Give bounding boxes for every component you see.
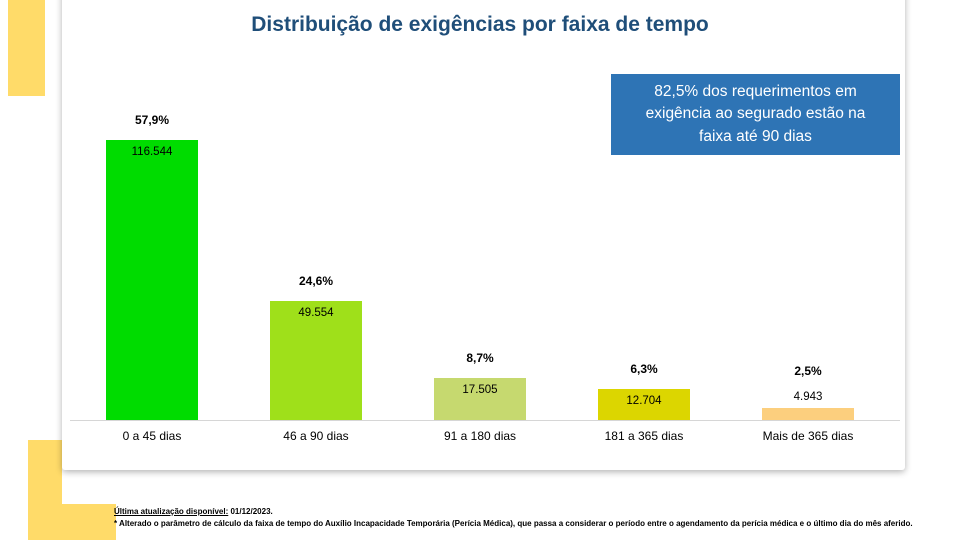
x-axis-category-labels: 0 a 45 dias 46 a 90 dias 91 a 180 dias 181 … <box>70 429 890 443</box>
value-label: 49.554 <box>298 307 334 319</box>
accent-shape-top-left <box>8 0 45 96</box>
bar-column: 57,9% 116.544 <box>70 90 234 420</box>
bar-column: 6,3% 12.704 <box>562 90 726 420</box>
bar: 17.505 <box>434 378 526 420</box>
bar: 49.554 <box>270 301 362 420</box>
last-update-label: Última atualização disponível: <box>114 507 229 516</box>
value-label: 17.505 <box>462 384 498 396</box>
value-label: 4.943 <box>793 391 823 403</box>
bar-chart: 57,9% 116.544 24,6% 49.554 8,7% 17.505 6,3% 12.… <box>70 90 890 420</box>
bar <box>762 408 854 420</box>
percent-label: 6,3% <box>630 362 658 376</box>
bar: 12.704 <box>598 389 690 420</box>
percent-label: 2,5% <box>794 364 822 378</box>
last-update-line: Última atualização disponível: 01/12/202… <box>114 506 960 518</box>
category-label: 0 a 45 dias <box>122 429 182 443</box>
value-label: 12.704 <box>626 395 662 407</box>
percent-label: 24,6% <box>298 274 334 288</box>
bar-column: 8,7% 17.505 <box>398 90 562 420</box>
x-axis-line <box>70 420 900 421</box>
footnotes: Última atualização disponível: 01/12/202… <box>114 506 960 531</box>
callout-box: 82,5% dos requerimentos em exigência ao … <box>611 74 900 156</box>
percent-label: 8,7% <box>466 351 494 365</box>
category-label: 46 a 90 dias <box>283 429 349 443</box>
last-update-value: 01/12/2023. <box>230 507 273 516</box>
accent-shape-bottom-left-horizontal <box>28 504 116 540</box>
bar-column: 24,6% 49.554 <box>234 90 398 420</box>
category-label: 91 a 180 dias <box>443 429 517 443</box>
footnote-asterisk-line: * Alterado o parâmetro de cálculo da fai… <box>114 519 913 529</box>
value-label: 116.544 <box>131 146 173 158</box>
bar: 116.544 <box>106 140 198 420</box>
bar-column: 2,5% 4.943 <box>726 90 890 420</box>
page-title: Distribuição de exigências por faixa de … <box>251 13 709 36</box>
category-label: 181 a 365 dias <box>604 429 684 443</box>
percent-label: 57,9% <box>134 113 170 127</box>
category-label: Mais de 365 dias <box>762 429 854 443</box>
